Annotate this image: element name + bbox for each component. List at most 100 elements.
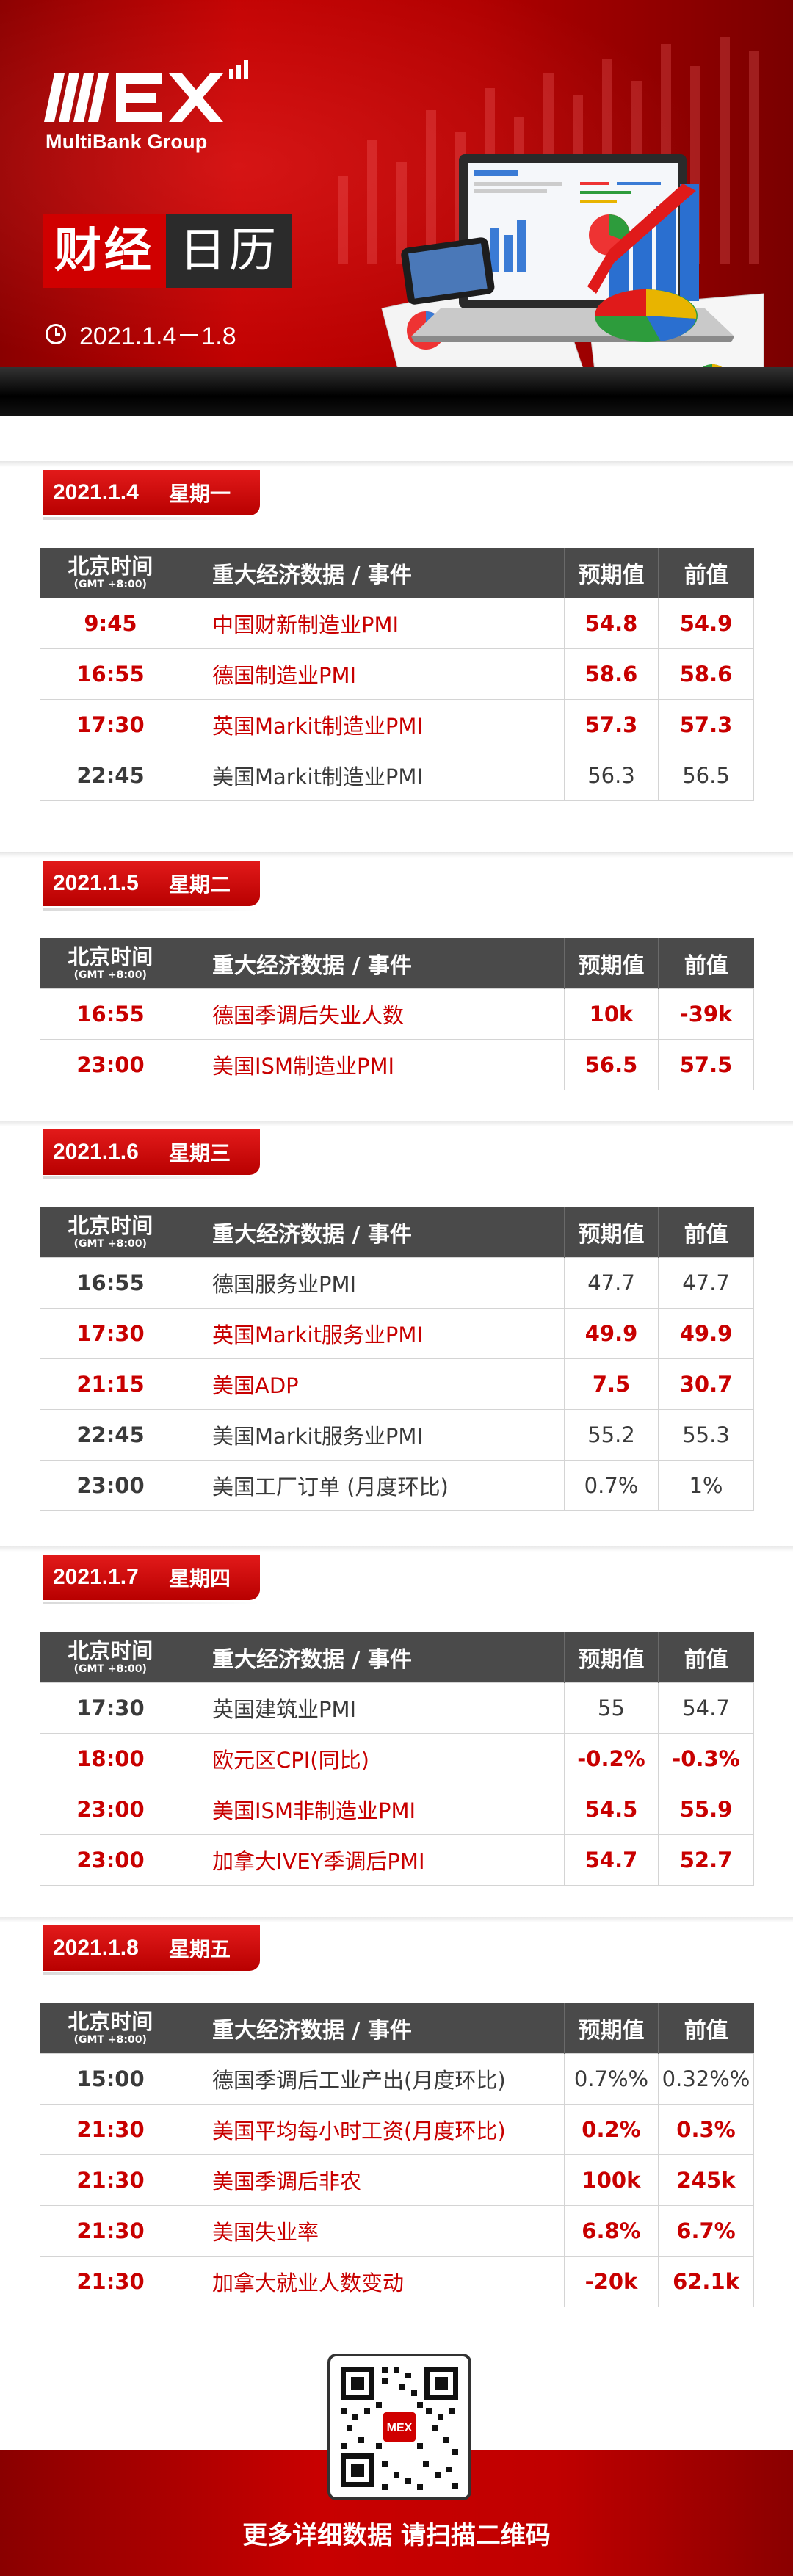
event-time: 23:00 — [40, 1039, 181, 1090]
event-forecast: -20k — [564, 2256, 659, 2307]
section-divider — [0, 1121, 793, 1126]
header-time: 北京时间 (GMT +8:00) — [40, 2003, 181, 2054]
qr-code[interactable]: MEX — [327, 2354, 471, 2500]
table-row: 9:45 中国财新制造业PMI 54.8 54.9 — [40, 598, 754, 649]
table-row: 18:00 欧元区CPI(同比) -0.2% -0.3% — [40, 1733, 754, 1784]
table-header-row: 北京时间 (GMT +8:00) 重大经济数据 / 事件 预期值 前值 — [40, 1207, 754, 1258]
event-time: 23:00 — [40, 1784, 181, 1835]
header-time: 北京时间 (GMT +8:00) — [40, 1632, 181, 1683]
header-time-label: 北京时间 — [68, 1213, 153, 1238]
event-forecast: 47.7 — [564, 1257, 659, 1309]
event-previous: -39k — [658, 988, 754, 1040]
event-time: 17:30 — [40, 1682, 181, 1734]
events-table: 北京时间 (GMT +8:00) 重大经济数据 / 事件 预期值 前值 17:30 英国建筑… — [40, 1632, 754, 1886]
event-forecast: 55 — [564, 1682, 659, 1734]
event-name: 德国制造业PMI — [181, 648, 565, 700]
event-previous: 30.7 — [658, 1358, 754, 1410]
header-time: 北京时间 (GMT +8:00) — [40, 1207, 181, 1258]
header-event: 重大经济数据 / 事件 — [181, 1207, 565, 1258]
events-table: 北京时间 (GMT +8:00) 重大经济数据 / 事件 预期值 前值 16:55 德国服务… — [40, 1207, 754, 1511]
event-name: 加拿大IVEY季调后PMI — [181, 1834, 565, 1886]
event-name: 加拿大就业人数变动 — [181, 2256, 565, 2307]
section-divider — [0, 852, 793, 858]
header-forecast: 预期值 — [564, 938, 659, 989]
event-time: 23:00 — [40, 1834, 181, 1886]
event-name: 德国服务业PMI — [181, 1257, 565, 1309]
table-row: 17:30 英国建筑业PMI 55 54.7 — [40, 1682, 754, 1734]
day-weekday: 星期三 — [169, 1141, 231, 1165]
event-name: 德国季调后失业人数 — [181, 988, 565, 1040]
title-part-2: 日历 — [166, 214, 292, 288]
event-forecast: 0.7% — [564, 1460, 659, 1511]
day-tab: 2021.1.6 星期三 — [43, 1129, 260, 1179]
event-previous: 54.7 — [658, 1682, 754, 1734]
event-name: 欧元区CPI(同比) — [181, 1733, 565, 1784]
event-forecast: 56.5 — [564, 1039, 659, 1090]
table-row: 22:45 美国Markit制造业PMI 56.3 56.5 — [40, 750, 754, 801]
header-previous: 前值 — [658, 938, 754, 989]
table-header-row: 北京时间 (GMT +8:00) 重大经济数据 / 事件 预期值 前值 — [40, 938, 754, 989]
event-name: 美国季调后非农 — [181, 2154, 565, 2206]
table-header-row: 北京时间 (GMT +8:00) 重大经济数据 / 事件 预期值 前值 — [40, 2003, 754, 2054]
table-row: 23:00 美国ISM制造业PMI 56.5 57.5 — [40, 1039, 754, 1090]
header-time: 北京时间 (GMT +8:00) — [40, 938, 181, 989]
table-row: 21:30 加拿大就业人数变动 -20k 62.1k — [40, 2256, 754, 2307]
event-previous: 0.3% — [658, 2104, 754, 2155]
event-previous: 47.7 — [658, 1257, 754, 1309]
events-table: 北京时间 (GMT +8:00) 重大经济数据 / 事件 预期值 前值 15:00 德国季调… — [40, 2003, 754, 2307]
event-time: 15:00 — [40, 2053, 181, 2105]
day-weekday: 星期四 — [169, 1566, 231, 1591]
header-forecast: 预期值 — [564, 1632, 659, 1683]
section-divider — [0, 461, 793, 467]
event-time: 23:00 — [40, 1460, 181, 1511]
event-forecast: 0.7%% — [564, 2053, 659, 2105]
header-previous: 前值 — [658, 1207, 754, 1258]
event-name: 美国平均每小时工资(月度环比) — [181, 2104, 565, 2155]
svg-text:MEX: MEX — [387, 2422, 413, 2434]
table-row: 21:15 美国ADP 7.5 30.7 — [40, 1358, 754, 1410]
header-timezone: (GMT +8:00) — [73, 579, 147, 590]
event-time: 16:55 — [40, 988, 181, 1040]
table-row: 21:30 美国平均每小时工资(月度环比) 0.2% 0.3% — [40, 2104, 754, 2155]
event-previous: 52.7 — [658, 1834, 754, 1886]
header-bottom-band — [0, 367, 793, 416]
event-time: 21:15 — [40, 1358, 181, 1410]
event-time: 9:45 — [40, 598, 181, 649]
event-forecast: -0.2% — [564, 1733, 659, 1784]
event-previous: 6.7% — [658, 2205, 754, 2257]
event-previous: 57.3 — [658, 699, 754, 750]
event-forecast: 56.3 — [564, 750, 659, 801]
header-event: 重大经济数据 / 事件 — [181, 548, 565, 598]
event-forecast: 49.9 — [564, 1308, 659, 1359]
event-name: 美国Markit制造业PMI — [181, 750, 565, 801]
event-forecast: 57.3 — [564, 699, 659, 750]
header-event: 重大经济数据 / 事件 — [181, 1632, 565, 1683]
header-event: 重大经济数据 / 事件 — [181, 2003, 565, 2054]
day-date: 2021.1.5 — [53, 871, 139, 895]
event-name: 美国ISM制造业PMI — [181, 1039, 565, 1090]
header-event: 重大经济数据 / 事件 — [181, 938, 565, 989]
table-row: 22:45 美国Markit服务业PMI 55.2 55.3 — [40, 1409, 754, 1461]
header-time-label: 北京时间 — [68, 2009, 153, 2034]
header-timezone: (GMT +8:00) — [73, 1663, 147, 1675]
header-time: 北京时间 (GMT +8:00) — [40, 548, 181, 598]
event-forecast: 0.2% — [564, 2104, 659, 2155]
table-row: 23:00 美国ISM非制造业PMI 54.5 55.9 — [40, 1784, 754, 1835]
event-forecast: 7.5 — [564, 1358, 659, 1410]
table-row: 23:00 加拿大IVEY季调后PMI 54.7 52.7 — [40, 1834, 754, 1886]
table-row: 17:30 英国Markit制造业PMI 57.3 57.3 — [40, 699, 754, 750]
event-time: 21:30 — [40, 2256, 181, 2307]
event-forecast: 100k — [564, 2154, 659, 2206]
event-time: 16:55 — [40, 648, 181, 700]
header-forecast: 预期值 — [564, 548, 659, 598]
event-name: 美国工厂订单 (月度环比) — [181, 1460, 565, 1511]
header-time-label: 北京时间 — [68, 554, 153, 579]
table-header-row: 北京时间 (GMT +8:00) 重大经济数据 / 事件 预期值 前值 — [40, 548, 754, 598]
table-header-row: 北京时间 (GMT +8:00) 重大经济数据 / 事件 预期值 前值 — [40, 1632, 754, 1683]
table-row: 23:00 美国工厂订单 (月度环比) 0.7% 1% — [40, 1460, 754, 1511]
header-timezone: (GMT +8:00) — [73, 969, 147, 981]
date-range: 2021.1.4－1.8 — [46, 316, 236, 352]
event-previous: 62.1k — [658, 2256, 754, 2307]
page-title: 财经 日历 — [43, 214, 292, 288]
qr-code-icon: MEX — [330, 2356, 468, 2497]
